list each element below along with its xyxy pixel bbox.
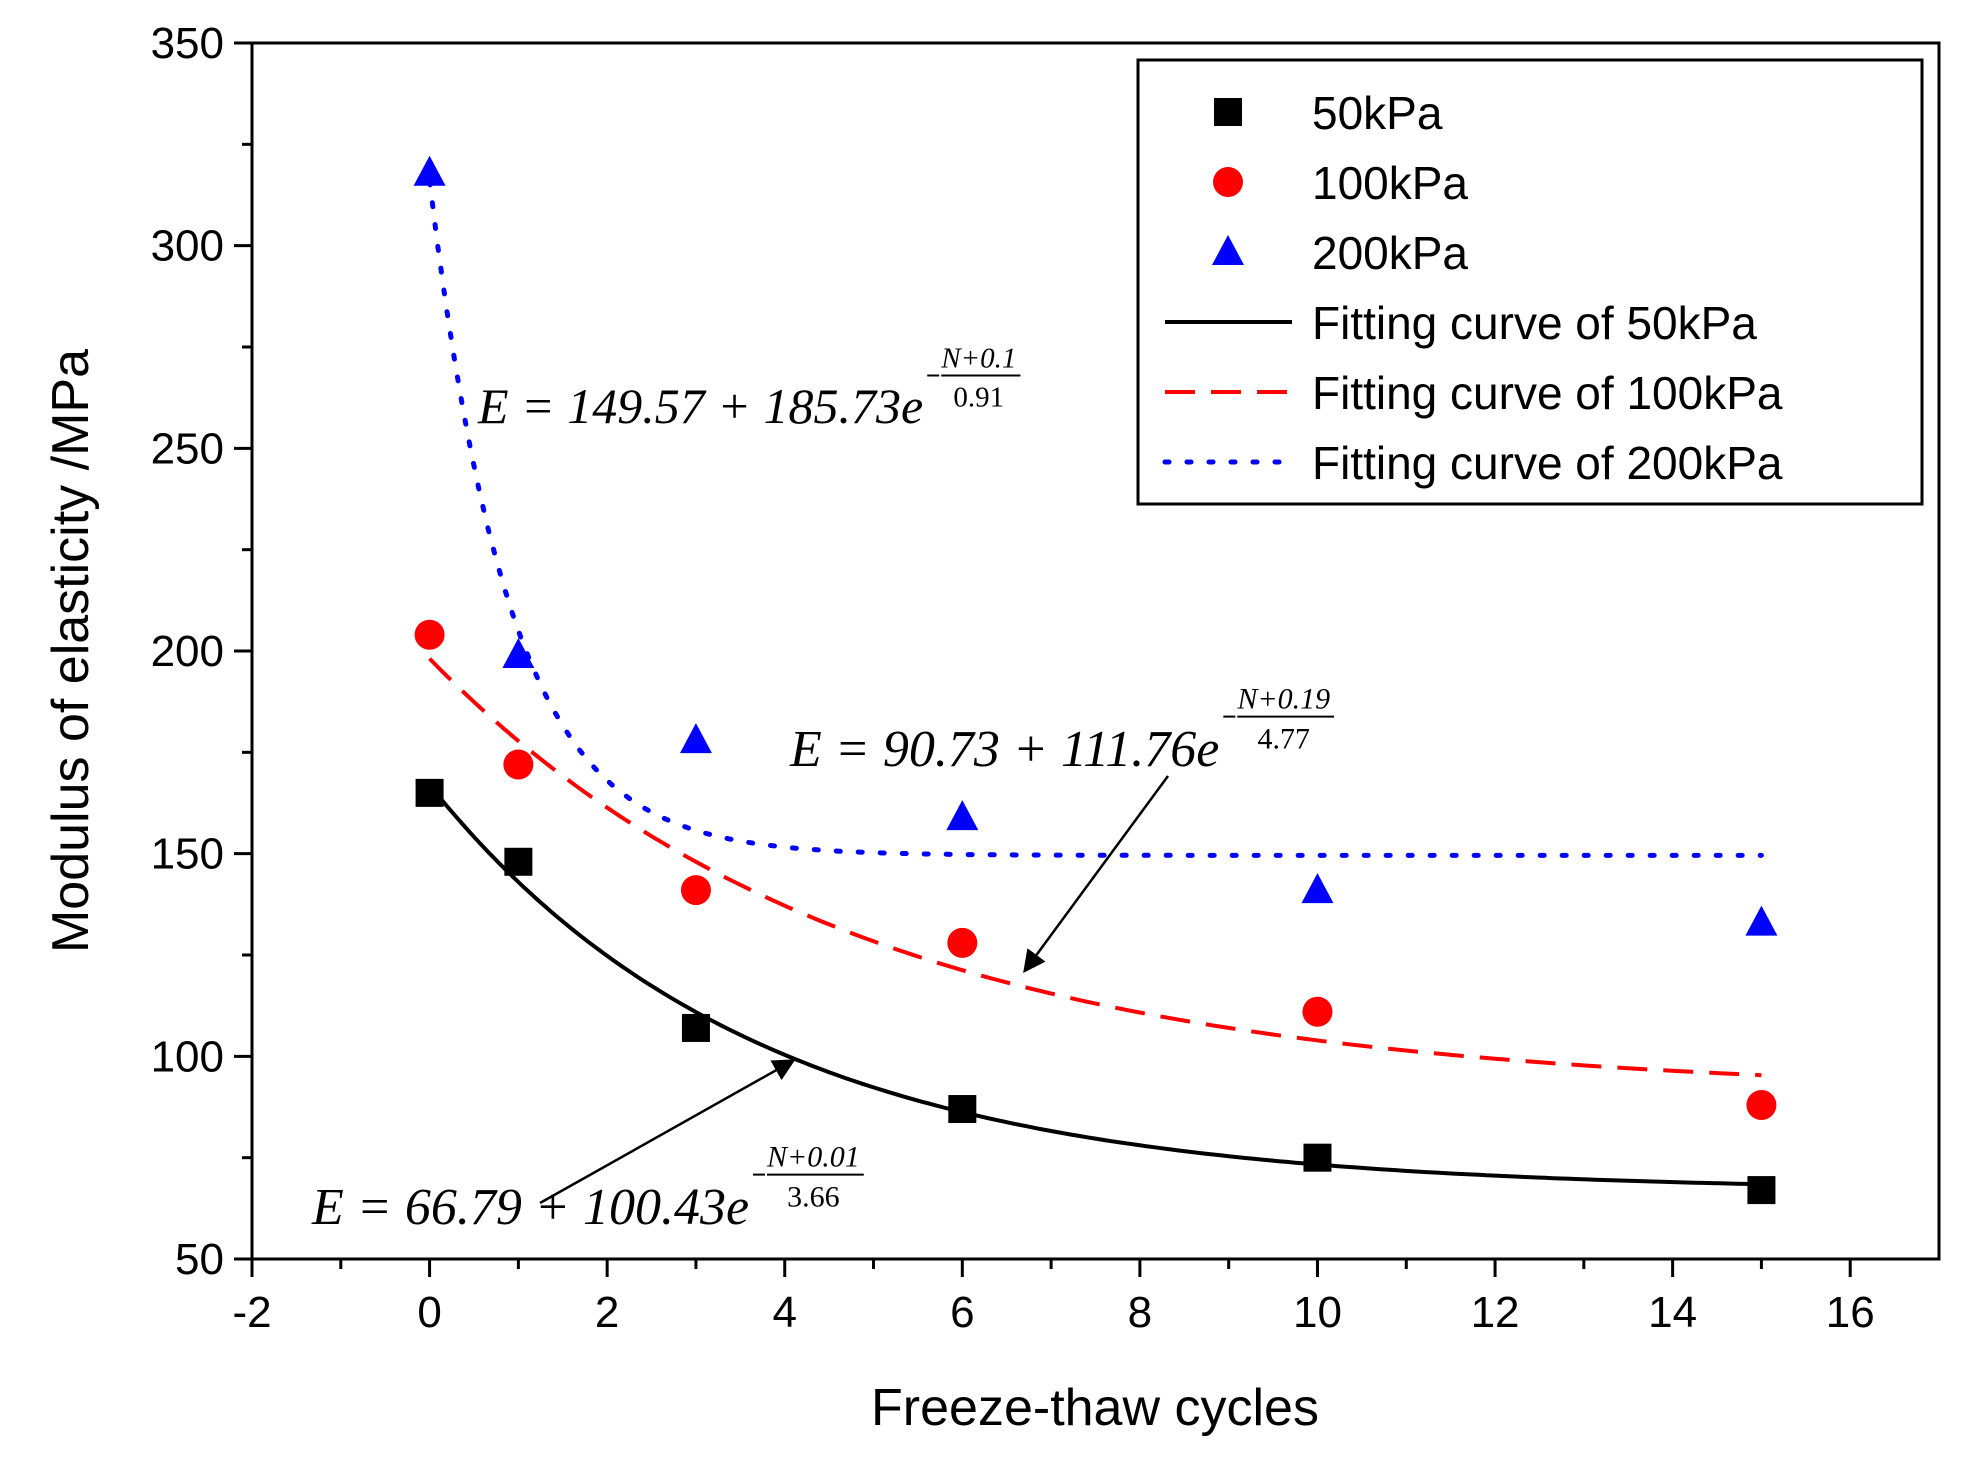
data-point-triangle	[1301, 873, 1334, 904]
data-point-triangle	[502, 638, 535, 669]
data-markers	[413, 155, 1778, 1205]
data-point-circle	[1302, 996, 1333, 1027]
exponent-denominator: 4.77	[1257, 723, 1310, 756]
legend-label: 200kPa	[1312, 227, 1468, 279]
legend-label: Fitting curve of 50kPa	[1312, 297, 1757, 349]
equation-eq100: E = 90.73 + 111.76e N+0.19 4.77	[789, 683, 1335, 974]
equation-eq50: E = 66.79 + 100.43e N+0.01 3.66	[311, 1059, 864, 1236]
fit-curves	[427, 178, 1764, 1187]
data-point-square	[1303, 1143, 1332, 1172]
annotation-arrow	[539, 1059, 796, 1205]
data-point-square	[1747, 1176, 1776, 1205]
y-tick-label: 350	[151, 19, 224, 68]
x-axis-label: Freeze-thaw cycles	[871, 1379, 1319, 1437]
data-point-square	[681, 1013, 710, 1042]
legend-marker-triangle	[1212, 235, 1244, 265]
exponent-denominator: 3.66	[787, 1181, 840, 1214]
x-tick-label: 4	[772, 1288, 796, 1337]
x-tick-label: 12	[1471, 1288, 1520, 1337]
x-tick-label: 16	[1826, 1288, 1875, 1337]
data-point-circle	[1746, 1089, 1777, 1120]
fit-curve-3	[427, 178, 1764, 858]
equation-main-text: E = 90.73 + 111.76e	[789, 721, 1219, 778]
data-point-circle	[680, 875, 711, 906]
exponent-numerator: N+0.1	[940, 343, 1016, 375]
x-tick-label: 10	[1293, 1288, 1342, 1337]
fit-curve-2	[428, 657, 1762, 1078]
y-tick-label: 100	[151, 1032, 224, 1081]
data-point-circle	[947, 927, 978, 958]
equation-eq200: E = 149.57 + 185.73e N+0.1 0.91	[477, 343, 1021, 434]
x-tick-label: 14	[1648, 1288, 1697, 1337]
legend: 50kPa 100kPa 200kPa Fitting curve of 50kPa F…	[1136, 58, 1924, 506]
x-tick-label: -2	[232, 1288, 271, 1337]
data-point-square	[504, 847, 533, 876]
y-tick-label: 200	[151, 627, 224, 676]
data-point-triangle	[1745, 905, 1778, 936]
legend-label: Fitting curve of 200kPa	[1312, 437, 1783, 489]
data-point-circle	[414, 619, 445, 650]
data-point-triangle	[946, 800, 979, 831]
equation-main-text: E = 66.79 + 100.43e	[311, 1179, 749, 1236]
x-tick-label: 8	[1128, 1288, 1152, 1337]
exponent-denominator: 0.91	[953, 382, 1004, 414]
equation-annotations: E = 149.57 + 185.73e N+0.1 0.91 E = 90.73 +…	[311, 343, 1335, 1236]
data-point-triangle	[679, 723, 712, 754]
legend-marker-circle	[1213, 167, 1243, 197]
x-tick-label: 2	[595, 1288, 619, 1337]
axis-ticks: -2 0 2 4 6 8 10 12 14 16 50 100 150 200 250 300 350	[151, 19, 1875, 1337]
data-point-triangle	[413, 155, 446, 186]
data-point-circle	[503, 749, 534, 780]
y-tick-label: 50	[175, 1235, 224, 1284]
exponent-numerator: N+0.01	[766, 1141, 860, 1174]
legend-label: 100kPa	[1312, 157, 1468, 209]
legend-box	[1136, 58, 1924, 506]
fit-curve-1	[428, 783, 1762, 1187]
y-tick-label: 150	[151, 830, 224, 879]
data-point-square	[415, 778, 444, 807]
x-tick-label: 6	[950, 1288, 974, 1337]
y-axis-label: Modulus of elasticity /MPa	[42, 349, 100, 953]
data-point-square	[948, 1095, 977, 1124]
legend-label: 50kPa	[1312, 87, 1443, 139]
y-tick-label: 300	[151, 222, 224, 271]
x-tick-label: 0	[417, 1288, 441, 1337]
y-tick-label: 250	[151, 424, 224, 473]
exponent-numerator: N+0.19	[1236, 683, 1330, 716]
legend-label: Fitting curve of 100kPa	[1312, 367, 1783, 419]
equation-main-text: E = 149.57 + 185.73e	[477, 378, 923, 434]
annotation-arrow	[1023, 775, 1170, 974]
legend-marker-square	[1214, 98, 1242, 126]
